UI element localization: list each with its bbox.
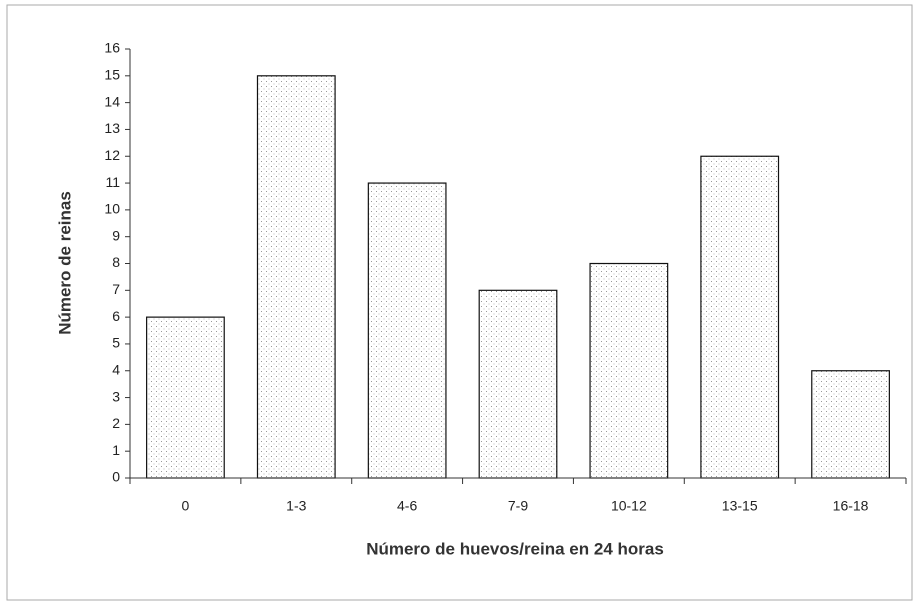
- y-axis-title: Número de reinas: [55, 191, 74, 335]
- y-tick-label: 14: [104, 93, 120, 109]
- chart-frame: [6, 4, 913, 601]
- bar: [146, 316, 225, 479]
- y-tick-label: 7: [112, 281, 120, 297]
- y-tick-label: 5: [112, 335, 120, 351]
- bar: [589, 262, 669, 479]
- y-tick-label: 1: [112, 442, 120, 458]
- y-tick-label: 4: [112, 361, 120, 377]
- bar: [811, 370, 890, 479]
- y-tick-label: 13: [104, 120, 120, 136]
- x-tick-label: 1-3: [286, 498, 306, 514]
- bar: [256, 75, 336, 479]
- y-tick-label: 15: [104, 67, 120, 83]
- y-tick-label: 9: [112, 227, 120, 243]
- bar: [367, 182, 447, 479]
- x-tick-label: 10-12: [611, 498, 647, 514]
- x-axis-title: Número de huevos/reina en 24 horas: [366, 539, 664, 558]
- x-tick-label: 4-6: [397, 498, 417, 514]
- y-tick-label: 3: [112, 388, 120, 404]
- y-tick-label: 16: [104, 40, 120, 56]
- bar: [478, 289, 558, 479]
- y-tick-label: 8: [112, 254, 120, 270]
- y-tick-label: 0: [112, 469, 120, 485]
- x-tick-label: 16-18: [833, 498, 869, 514]
- x-tick-label: 0: [182, 498, 190, 514]
- y-tick-label: 12: [104, 147, 120, 163]
- y-tick-label: 6: [112, 308, 120, 324]
- x-tick-label: 13-15: [722, 498, 758, 514]
- y-tick-label: 2: [112, 415, 120, 431]
- y-tick-label: 10: [104, 201, 120, 217]
- bar: [700, 155, 780, 479]
- y-tick-label: 11: [105, 174, 120, 190]
- x-tick-label: 7-9: [508, 498, 528, 514]
